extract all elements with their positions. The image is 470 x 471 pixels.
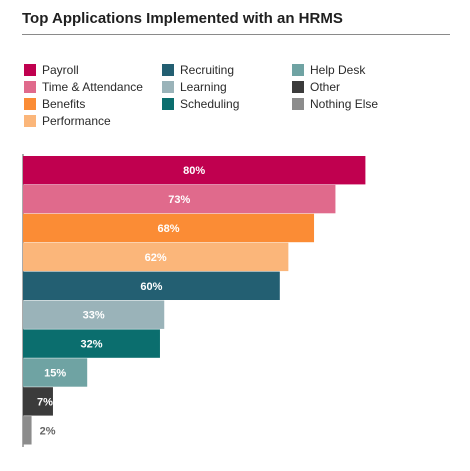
legend-swatch xyxy=(162,98,174,110)
legend-item: Performance xyxy=(24,113,111,129)
bar-value-label: 60% xyxy=(140,281,162,293)
legend-item: Nothing Else xyxy=(292,96,378,112)
bar xyxy=(23,416,32,445)
bar xyxy=(23,387,53,416)
legend-swatch xyxy=(292,98,304,110)
bar-value-label: 80% xyxy=(183,165,205,177)
legend-item: Benefits xyxy=(24,96,85,112)
legend-swatch xyxy=(24,98,36,110)
legend-label: Learning xyxy=(180,80,227,94)
legend-swatch xyxy=(162,64,174,76)
title-divider xyxy=(22,34,450,35)
bar-value-label: 73% xyxy=(168,194,190,206)
bar xyxy=(23,242,289,272)
legend-swatch xyxy=(292,64,304,76)
legend-label: Nothing Else xyxy=(310,97,379,111)
legend-item: Recruiting xyxy=(162,62,234,78)
legend-label: Benefits xyxy=(42,97,86,111)
bar xyxy=(23,329,160,358)
legend-swatch xyxy=(162,81,174,93)
chart-legend: Payroll Time & Attendance Benefits Performa… xyxy=(0,0,470,140)
bar xyxy=(23,156,366,185)
legend-item: Other xyxy=(292,79,340,95)
bar-value-label: 62% xyxy=(145,252,167,264)
legend-label: Help Desk xyxy=(310,63,366,77)
legend-item: Scheduling xyxy=(162,96,239,112)
bar xyxy=(23,184,336,214)
bar xyxy=(23,358,88,387)
legend-item: Time & Attendance xyxy=(24,79,143,95)
legend-label: Performance xyxy=(42,114,111,128)
legend-label: Other xyxy=(310,80,341,94)
legend-label: Scheduling xyxy=(180,97,240,111)
legend-item: Learning xyxy=(162,79,227,95)
bar-value-label: 15% xyxy=(44,368,66,380)
bar-value-label: 32% xyxy=(80,339,102,351)
chart-title: Top Applications Implemented with an HRM… xyxy=(22,10,343,27)
bar-value-label: 33% xyxy=(83,310,105,322)
legend-swatch xyxy=(24,81,36,93)
legend-item: Payroll xyxy=(24,62,79,78)
legend-swatch xyxy=(24,115,36,127)
legend-item: Help Desk xyxy=(292,62,365,78)
legend-swatch xyxy=(292,81,304,93)
legend-label: Time & Attendance xyxy=(42,80,143,94)
bar-value-label: 2% xyxy=(40,425,56,437)
bar-value-label: 68% xyxy=(158,223,180,235)
bar xyxy=(23,300,165,329)
legend-swatch xyxy=(24,64,36,76)
bar xyxy=(23,271,280,300)
bar-value-label: 7% xyxy=(37,396,53,408)
legend-label: Recruiting xyxy=(180,63,235,77)
legend-label: Payroll xyxy=(42,63,79,77)
bar xyxy=(23,213,315,243)
